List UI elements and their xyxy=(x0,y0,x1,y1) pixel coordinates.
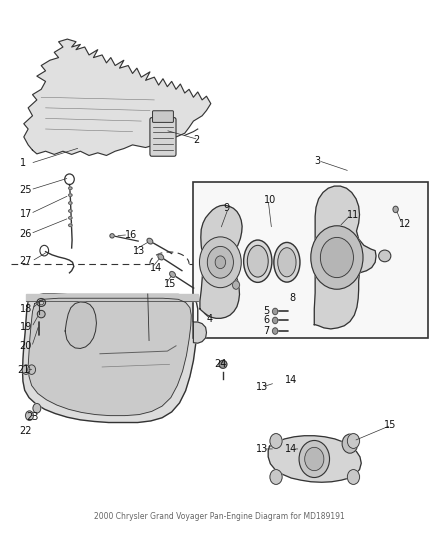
Polygon shape xyxy=(65,302,96,349)
Polygon shape xyxy=(199,205,242,318)
Circle shape xyxy=(269,470,282,484)
Circle shape xyxy=(232,281,239,289)
Text: 25: 25 xyxy=(19,185,32,195)
Ellipse shape xyxy=(147,238,152,244)
Text: 27: 27 xyxy=(19,256,32,266)
Circle shape xyxy=(33,403,41,413)
Text: 20: 20 xyxy=(19,341,32,351)
Ellipse shape xyxy=(68,201,72,204)
Ellipse shape xyxy=(68,216,72,219)
Text: 4: 4 xyxy=(206,314,212,325)
Polygon shape xyxy=(26,294,197,301)
Circle shape xyxy=(28,365,35,374)
Text: 26: 26 xyxy=(19,229,32,239)
Text: 7: 7 xyxy=(262,326,268,336)
Circle shape xyxy=(346,434,359,448)
Text: 3: 3 xyxy=(314,156,320,166)
Circle shape xyxy=(207,246,233,278)
Circle shape xyxy=(272,308,277,314)
Text: 2: 2 xyxy=(193,134,199,144)
Polygon shape xyxy=(28,298,191,416)
Text: 23: 23 xyxy=(26,412,38,422)
Text: 15: 15 xyxy=(383,420,396,430)
Circle shape xyxy=(199,237,241,288)
Text: 12: 12 xyxy=(398,219,410,229)
Text: 9: 9 xyxy=(223,203,230,213)
Circle shape xyxy=(298,440,329,478)
Circle shape xyxy=(25,411,33,421)
Text: 19: 19 xyxy=(19,322,32,332)
Circle shape xyxy=(392,206,397,213)
FancyBboxPatch shape xyxy=(152,111,173,123)
Text: 17: 17 xyxy=(19,208,32,219)
Ellipse shape xyxy=(247,245,268,277)
Circle shape xyxy=(269,434,282,448)
Text: 1: 1 xyxy=(19,158,25,168)
FancyBboxPatch shape xyxy=(150,118,176,156)
Circle shape xyxy=(341,434,357,453)
Circle shape xyxy=(346,470,359,484)
Polygon shape xyxy=(22,294,197,423)
Ellipse shape xyxy=(158,254,163,260)
Text: 14: 14 xyxy=(284,444,296,454)
Text: 14: 14 xyxy=(150,263,162,272)
Ellipse shape xyxy=(219,360,226,368)
Ellipse shape xyxy=(37,310,45,318)
Text: 24: 24 xyxy=(214,359,226,369)
Text: 15: 15 xyxy=(163,279,176,289)
Text: 16: 16 xyxy=(124,230,137,240)
Polygon shape xyxy=(268,435,360,482)
Polygon shape xyxy=(314,186,375,329)
Text: 11: 11 xyxy=(346,209,358,220)
Ellipse shape xyxy=(243,240,271,282)
Text: 22: 22 xyxy=(19,426,32,437)
FancyBboxPatch shape xyxy=(193,182,427,338)
Text: 13: 13 xyxy=(255,444,267,454)
Text: 13: 13 xyxy=(133,246,145,256)
Ellipse shape xyxy=(68,194,72,197)
Text: 2000 Chrysler Grand Voyager Pan-Engine Diagram for MD189191: 2000 Chrysler Grand Voyager Pan-Engine D… xyxy=(94,512,344,521)
Ellipse shape xyxy=(110,233,114,238)
Ellipse shape xyxy=(68,224,72,227)
Circle shape xyxy=(310,226,362,289)
Ellipse shape xyxy=(68,209,72,212)
Circle shape xyxy=(272,328,277,334)
Polygon shape xyxy=(24,39,210,156)
Ellipse shape xyxy=(273,243,299,282)
Circle shape xyxy=(272,317,277,324)
Text: 14: 14 xyxy=(284,375,296,385)
Ellipse shape xyxy=(277,248,295,277)
Circle shape xyxy=(22,365,30,374)
Text: 13: 13 xyxy=(255,382,267,392)
Ellipse shape xyxy=(68,187,72,190)
Text: 8: 8 xyxy=(288,293,294,303)
Text: 5: 5 xyxy=(262,306,268,317)
Text: 6: 6 xyxy=(262,316,268,326)
Polygon shape xyxy=(193,322,206,343)
Ellipse shape xyxy=(378,250,390,262)
Text: 21: 21 xyxy=(17,365,30,375)
Text: 18: 18 xyxy=(19,304,32,314)
Text: 10: 10 xyxy=(264,196,276,205)
Ellipse shape xyxy=(169,271,175,277)
Circle shape xyxy=(304,447,323,471)
Circle shape xyxy=(215,256,225,269)
Circle shape xyxy=(320,237,353,278)
